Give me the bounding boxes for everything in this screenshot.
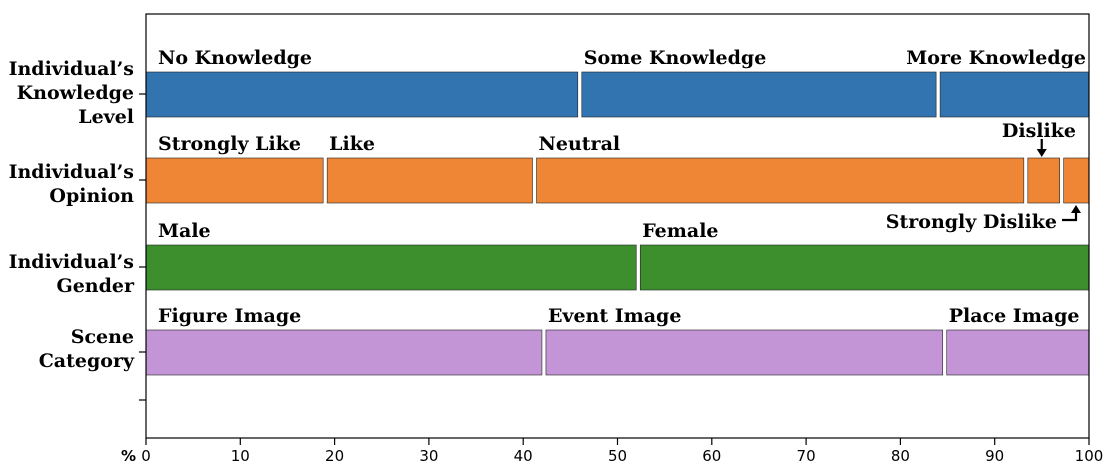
x-axis: 0 10 20 30 40 50 60 70 80 90 100% xyxy=(121,438,1103,465)
label-male: Male xyxy=(158,220,211,242)
bars xyxy=(145,71,1090,376)
bar-no-knowledge xyxy=(145,71,579,118)
x-axis-unit: % xyxy=(121,447,136,465)
x-tick-label: 100 xyxy=(1075,447,1104,465)
row-label-3: Scene Category xyxy=(39,326,135,372)
bar-strongly-like xyxy=(145,157,324,204)
bar-male xyxy=(145,244,637,291)
x-tick-label: 10 xyxy=(231,447,250,465)
label-figure-image: Figure Image xyxy=(158,305,301,327)
bar-place-image xyxy=(946,329,1090,376)
x-tick-label: 50 xyxy=(608,447,627,465)
bar-some-knowledge xyxy=(581,71,937,118)
bar-neutral xyxy=(536,157,1025,204)
x-tick-label: 0 xyxy=(141,447,151,465)
bar-strongly-dislike xyxy=(1063,157,1090,204)
x-tick-label: 60 xyxy=(702,447,721,465)
bar-female xyxy=(639,244,1090,291)
label-female: Female xyxy=(642,220,718,242)
label-neutral: Neutral xyxy=(539,133,621,155)
bar-dislike xyxy=(1027,157,1060,204)
y-axis-ticks xyxy=(139,93,146,401)
x-tick-label: 70 xyxy=(797,447,816,465)
dislike-arrow-head xyxy=(1036,149,1047,157)
x-tick-label: 80 xyxy=(891,447,910,465)
label-more-knowledge: More Knowledge xyxy=(906,47,1086,69)
callouts xyxy=(1036,139,1081,222)
label-no-knowledge: No Knowledge xyxy=(158,47,312,69)
strongly-dislike-arrow-head xyxy=(1071,205,1081,213)
label-event-image: Event Image xyxy=(548,305,682,327)
label-dislike: Dislike xyxy=(1002,120,1076,142)
bar-figure-image xyxy=(145,329,543,376)
x-tick-label: 90 xyxy=(985,447,1004,465)
label-some-knowledge: Some Knowledge xyxy=(584,47,767,69)
bar-like xyxy=(326,157,533,204)
segment-labels: No Knowledge Some Knowledge More Knowledge… xyxy=(158,47,1086,327)
x-tick-label: 40 xyxy=(514,447,533,465)
x-tick-label: 30 xyxy=(419,447,438,465)
bar-event-image xyxy=(545,329,944,376)
row-labels: Individual’s Knowledge Level Individual’s Op… xyxy=(9,58,135,372)
bar-more-knowledge xyxy=(939,71,1090,118)
row-label-0: Individual’s Knowledge Level xyxy=(9,58,134,128)
row-label-2: Individual’s Gender xyxy=(9,251,135,297)
strongly-dislike-arrow-shaft xyxy=(1062,212,1078,222)
label-strongly-like: Strongly Like xyxy=(158,133,301,155)
label-strongly-dislike: Strongly Dislike xyxy=(886,211,1057,233)
label-place-image: Place Image xyxy=(949,305,1080,327)
x-tick-label: 20 xyxy=(325,447,344,465)
row-label-1: Individual’s Opinion xyxy=(9,161,135,207)
label-like: Like xyxy=(329,133,375,155)
